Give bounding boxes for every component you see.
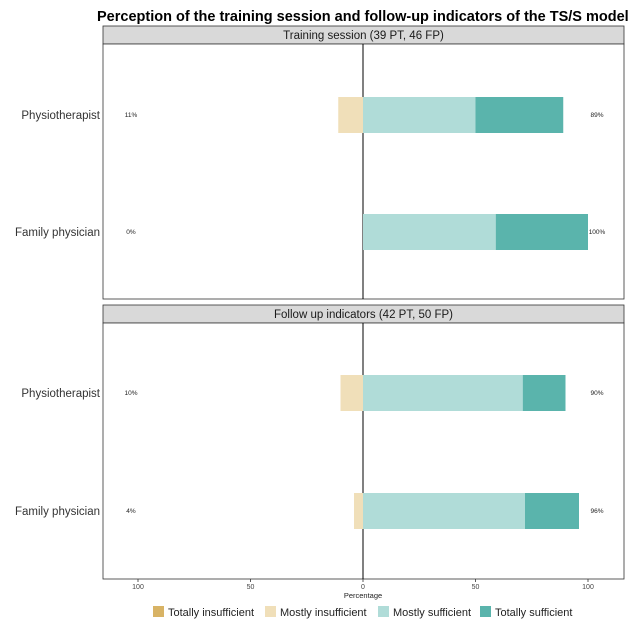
panel-1: Training session (39 PT, 46 FP) Physiothe… — [15, 25, 625, 300]
bar-mostly-sufficient — [363, 493, 525, 529]
legend-swatch — [480, 606, 491, 617]
right-percent-label: 89% — [590, 112, 603, 119]
right-percent-label: 100% — [589, 229, 606, 236]
left-percent-label: 11% — [125, 112, 138, 119]
x-tick-label: 0 — [361, 584, 365, 591]
x-axis-title: Percentage — [344, 591, 382, 600]
x-tick-label: 100 — [582, 584, 594, 591]
left-percent-label: 10% — [124, 390, 137, 397]
bar-mostly-insufficient — [340, 375, 363, 411]
category-label: Family physician — [15, 506, 100, 518]
legend-swatch — [265, 606, 276, 617]
legend-label: Totally sufficient — [495, 607, 572, 619]
legend-swatch — [153, 606, 164, 617]
bar-mostly-insufficient — [338, 97, 363, 133]
category-label: Family physician — [15, 227, 100, 239]
bar-totally-sufficient — [525, 493, 579, 529]
panel-strip-label: Follow up indicators (42 PT, 50 FP) — [274, 309, 453, 321]
right-percent-label: 96% — [590, 508, 603, 515]
left-percent-label: 0% — [126, 229, 136, 236]
legend-label: Totally insufficient — [168, 607, 254, 619]
x-tick-label: 50 — [472, 584, 480, 591]
legend-swatch — [378, 606, 389, 617]
legend-label: Mostly insufficient — [280, 607, 367, 619]
panel-2: Follow up indicators (42 PT, 50 FP) Physi… — [15, 304, 625, 580]
legend-label: Mostly sufficient — [393, 607, 471, 619]
bar-totally-sufficient — [495, 214, 588, 250]
bar-mostly-sufficient — [363, 375, 523, 411]
category-label: Physiotherapist — [21, 388, 100, 400]
panels: Training session (39 PT, 46 FP) Physiothe… — [15, 25, 625, 580]
chart-title: Perception of the training session and f… — [97, 9, 629, 25]
bar-totally-sufficient — [522, 375, 566, 411]
legend: Totally insufficient Mostly insufficient M… — [153, 606, 572, 619]
x-axis: 100 50 0 50 100 Percentage — [132, 579, 594, 600]
x-tick-label: 50 — [247, 584, 255, 591]
category-label: Physiotherapist — [21, 110, 100, 122]
bar-totally-sufficient — [475, 97, 564, 133]
left-percent-label: 4% — [126, 508, 136, 515]
bar-mostly-sufficient — [363, 214, 496, 250]
bar-mostly-insufficient — [354, 493, 363, 529]
x-tick-label: 100 — [132, 584, 144, 591]
right-percent-label: 90% — [590, 390, 603, 397]
bar-mostly-sufficient — [363, 97, 476, 133]
panel-strip-label: Training session (39 PT, 46 FP) — [283, 30, 444, 42]
